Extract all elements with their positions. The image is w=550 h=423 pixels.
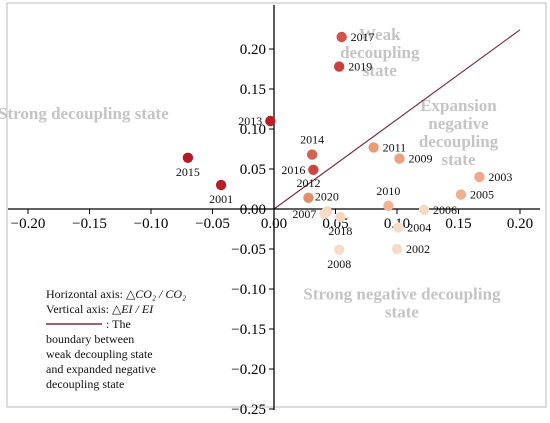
year-label-2009: 2009 bbox=[408, 152, 432, 166]
y-tick-label-9: −0.25 bbox=[231, 402, 266, 418]
data-point-2001 bbox=[215, 179, 227, 191]
region-label-1-line-0: Strong decoupling state bbox=[0, 104, 169, 123]
data-point-2018 bbox=[335, 211, 346, 223]
year-label-2006: 2006 bbox=[433, 203, 457, 217]
year-label-2004: 2004 bbox=[407, 220, 431, 234]
x-tick-label-8: 0.20 bbox=[507, 216, 533, 232]
legend-line-text-0: : The bbox=[106, 317, 131, 331]
data-point-2019 bbox=[333, 61, 345, 72]
data-point-2002 bbox=[391, 243, 403, 255]
x-tick-label-1: −0.15 bbox=[72, 216, 107, 232]
data-point-2007 bbox=[319, 208, 330, 219]
year-label-2013: 2013 bbox=[238, 114, 262, 128]
legend-line-text-1: boundary between bbox=[46, 332, 134, 346]
year-label-2010: 2010 bbox=[376, 184, 400, 198]
y-tick-label-6: −0.10 bbox=[231, 282, 266, 298]
region-label-3-line-0: Strong negative decoupling bbox=[303, 285, 501, 304]
legend-horizontal-axis: Horizontal axis: △CO₂ / CO₂ bbox=[46, 287, 186, 301]
data-point-2016 bbox=[308, 164, 319, 175]
data-point-2015 bbox=[182, 152, 194, 163]
year-label-2011: 2011 bbox=[383, 140, 407, 154]
plot-frame bbox=[6, 2, 547, 408]
region-label-2-line-1: negative bbox=[428, 114, 489, 133]
data-point-2005 bbox=[455, 189, 467, 200]
data-point-2011 bbox=[368, 142, 379, 153]
x-tick-label-3: −0.05 bbox=[195, 216, 230, 232]
data-point-2013 bbox=[265, 115, 276, 127]
x-tick-label-2: −0.10 bbox=[134, 216, 169, 232]
x-tick-label-7: 0.15 bbox=[445, 216, 471, 232]
data-point-2003 bbox=[474, 171, 485, 183]
legend-vertical-axis-formula: △EI / EI bbox=[112, 302, 154, 316]
region-label-3-line-1: state bbox=[385, 303, 419, 322]
data-point-2009 bbox=[394, 153, 405, 164]
legend-horizontal-axis-prefix: Horizontal axis: bbox=[46, 287, 126, 301]
data-point-2014 bbox=[306, 149, 318, 160]
legend-vertical-axis-prefix: Vertical axis: bbox=[46, 302, 112, 316]
y-tick-label-0: 0.20 bbox=[240, 42, 266, 58]
legend-line-text-2: weak decoupling state bbox=[46, 347, 153, 361]
boundary-line bbox=[273, 29, 521, 210]
year-label-2008: 2008 bbox=[327, 257, 351, 271]
region-label-2-line-3: state bbox=[442, 150, 476, 169]
y-tick-label-3: 0.05 bbox=[240, 162, 266, 178]
region-label-0-line-1: decoupling bbox=[340, 43, 420, 62]
year-label-2018: 2018 bbox=[328, 224, 352, 238]
region-label-0-line-0: Weak bbox=[359, 25, 401, 44]
year-label-2016: 2016 bbox=[281, 163, 305, 177]
legend-line-text-4: decoupling state bbox=[46, 377, 124, 391]
y-tick-label-7: −0.15 bbox=[231, 322, 266, 338]
year-label-2007: 2007 bbox=[292, 207, 316, 221]
y-tick-label-1: 0.15 bbox=[240, 82, 266, 98]
data-point-2010 bbox=[383, 200, 394, 211]
data-point-2004 bbox=[393, 222, 404, 233]
data-point-2012 bbox=[303, 192, 314, 203]
region-label-2-line-0: Expansion bbox=[420, 96, 497, 115]
year-label-2014: 2014 bbox=[300, 133, 324, 147]
legend-horizontal-axis-formula: △CO₂ / CO₂ bbox=[126, 287, 186, 301]
year-label-2020: 2020 bbox=[315, 189, 339, 203]
year-label-2001: 2001 bbox=[209, 192, 233, 206]
year-label-2012: 2012 bbox=[296, 176, 320, 190]
x-tick-label-4: 0.00 bbox=[261, 216, 287, 232]
region-label-2-line-2: decoupling bbox=[419, 132, 499, 151]
year-label-2002: 2002 bbox=[406, 242, 430, 256]
legend-vertical-axis: Vertical axis: △EI / EI bbox=[46, 302, 154, 316]
y-tick-label-8: −0.20 bbox=[231, 362, 266, 378]
year-label-2019: 2019 bbox=[348, 60, 372, 74]
y-tick-label-2: 0.10 bbox=[240, 122, 266, 138]
year-label-2003: 2003 bbox=[488, 170, 512, 184]
y-tick-label-4: 0.00 bbox=[240, 202, 266, 218]
boundary-line-group bbox=[273, 29, 521, 210]
data-point-2006 bbox=[418, 204, 430, 215]
year-label-2015: 2015 bbox=[176, 165, 200, 179]
year-label-2017: 2017 bbox=[351, 30, 375, 44]
axes: −0.20 −0.15 −0.10 −0.05 0.00 0.05 0.10 0.15 0.20… bbox=[8, 5, 540, 418]
y-tick-label-5: −0.05 bbox=[231, 242, 266, 258]
data-point-2008 bbox=[333, 244, 345, 255]
data-point-2017 bbox=[336, 31, 347, 43]
year-label-2005: 2005 bbox=[470, 188, 494, 202]
region-label-0-line-2: state bbox=[363, 61, 397, 80]
x-tick-label-0: −0.20 bbox=[11, 216, 46, 232]
legend-line-text-3: and expanded negative bbox=[46, 362, 156, 376]
